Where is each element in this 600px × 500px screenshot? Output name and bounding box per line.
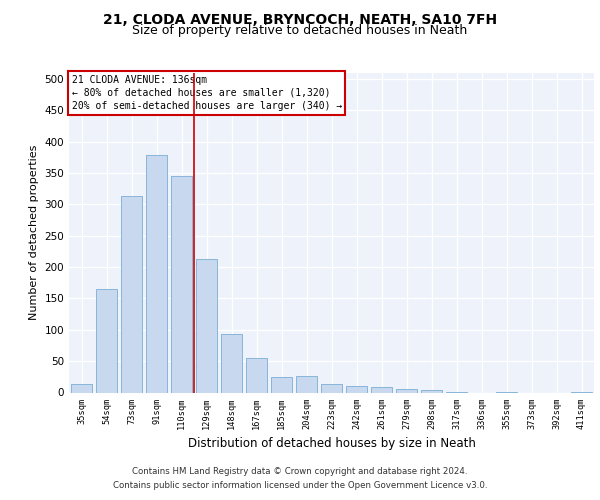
- Text: Size of property relative to detached houses in Neath: Size of property relative to detached ho…: [133, 24, 467, 37]
- Bar: [421, 390, 442, 392]
- Bar: [171, 176, 192, 392]
- Y-axis label: Number of detached properties: Number of detached properties: [29, 145, 39, 320]
- Bar: [271, 378, 292, 392]
- Bar: [246, 358, 267, 392]
- Bar: [146, 156, 167, 392]
- Bar: [221, 334, 242, 392]
- Bar: [96, 289, 117, 393]
- Bar: [121, 196, 142, 392]
- Bar: [196, 259, 217, 392]
- Text: 21, CLODA AVENUE, BRYNCOCH, NEATH, SA10 7FH: 21, CLODA AVENUE, BRYNCOCH, NEATH, SA10 …: [103, 12, 497, 26]
- Text: Contains public sector information licensed under the Open Government Licence v3: Contains public sector information licen…: [113, 481, 487, 490]
- Text: Contains HM Land Registry data © Crown copyright and database right 2024.: Contains HM Land Registry data © Crown c…: [132, 467, 468, 476]
- Bar: [321, 384, 342, 392]
- X-axis label: Distribution of detached houses by size in Neath: Distribution of detached houses by size …: [188, 437, 475, 450]
- Bar: [346, 386, 367, 392]
- Bar: [371, 388, 392, 392]
- Bar: [71, 384, 92, 392]
- Bar: [296, 376, 317, 392]
- Text: 21 CLODA AVENUE: 136sqm
← 80% of detached houses are smaller (1,320)
20% of semi: 21 CLODA AVENUE: 136sqm ← 80% of detache…: [71, 74, 342, 111]
- Bar: [396, 388, 417, 392]
